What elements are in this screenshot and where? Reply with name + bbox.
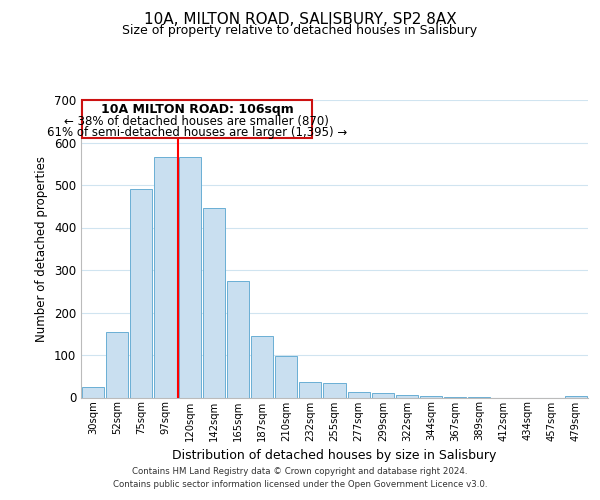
Bar xyxy=(179,158,201,398)
Bar xyxy=(106,332,128,398)
Text: Size of property relative to detached houses in Salisbury: Size of property relative to detached ho… xyxy=(122,24,478,37)
Bar xyxy=(396,395,418,398)
Text: Contains HM Land Registry data © Crown copyright and database right 2024.: Contains HM Land Registry data © Crown c… xyxy=(132,467,468,476)
Text: 10A, MILTON ROAD, SALISBURY, SP2 8AX: 10A, MILTON ROAD, SALISBURY, SP2 8AX xyxy=(143,12,457,28)
Bar xyxy=(347,392,370,398)
Text: ← 38% of detached houses are smaller (870): ← 38% of detached houses are smaller (87… xyxy=(64,115,329,128)
Text: 10A MILTON ROAD: 106sqm: 10A MILTON ROAD: 106sqm xyxy=(101,104,293,117)
Bar xyxy=(565,396,587,398)
Bar xyxy=(323,382,346,398)
Bar xyxy=(227,280,249,398)
Bar xyxy=(275,356,298,398)
Bar xyxy=(154,158,176,398)
Text: Contains public sector information licensed under the Open Government Licence v3: Contains public sector information licen… xyxy=(113,480,487,489)
FancyBboxPatch shape xyxy=(82,100,311,138)
Bar xyxy=(420,396,442,398)
Bar xyxy=(130,189,152,398)
X-axis label: Distribution of detached houses by size in Salisbury: Distribution of detached houses by size … xyxy=(172,449,497,462)
Bar xyxy=(371,393,394,398)
Bar xyxy=(251,336,273,398)
Bar xyxy=(203,208,225,398)
Bar xyxy=(82,387,104,398)
Bar xyxy=(299,382,322,398)
Y-axis label: Number of detached properties: Number of detached properties xyxy=(35,156,49,342)
Text: 61% of semi-detached houses are larger (1,395) →: 61% of semi-detached houses are larger (… xyxy=(47,126,347,138)
Bar xyxy=(444,396,466,398)
